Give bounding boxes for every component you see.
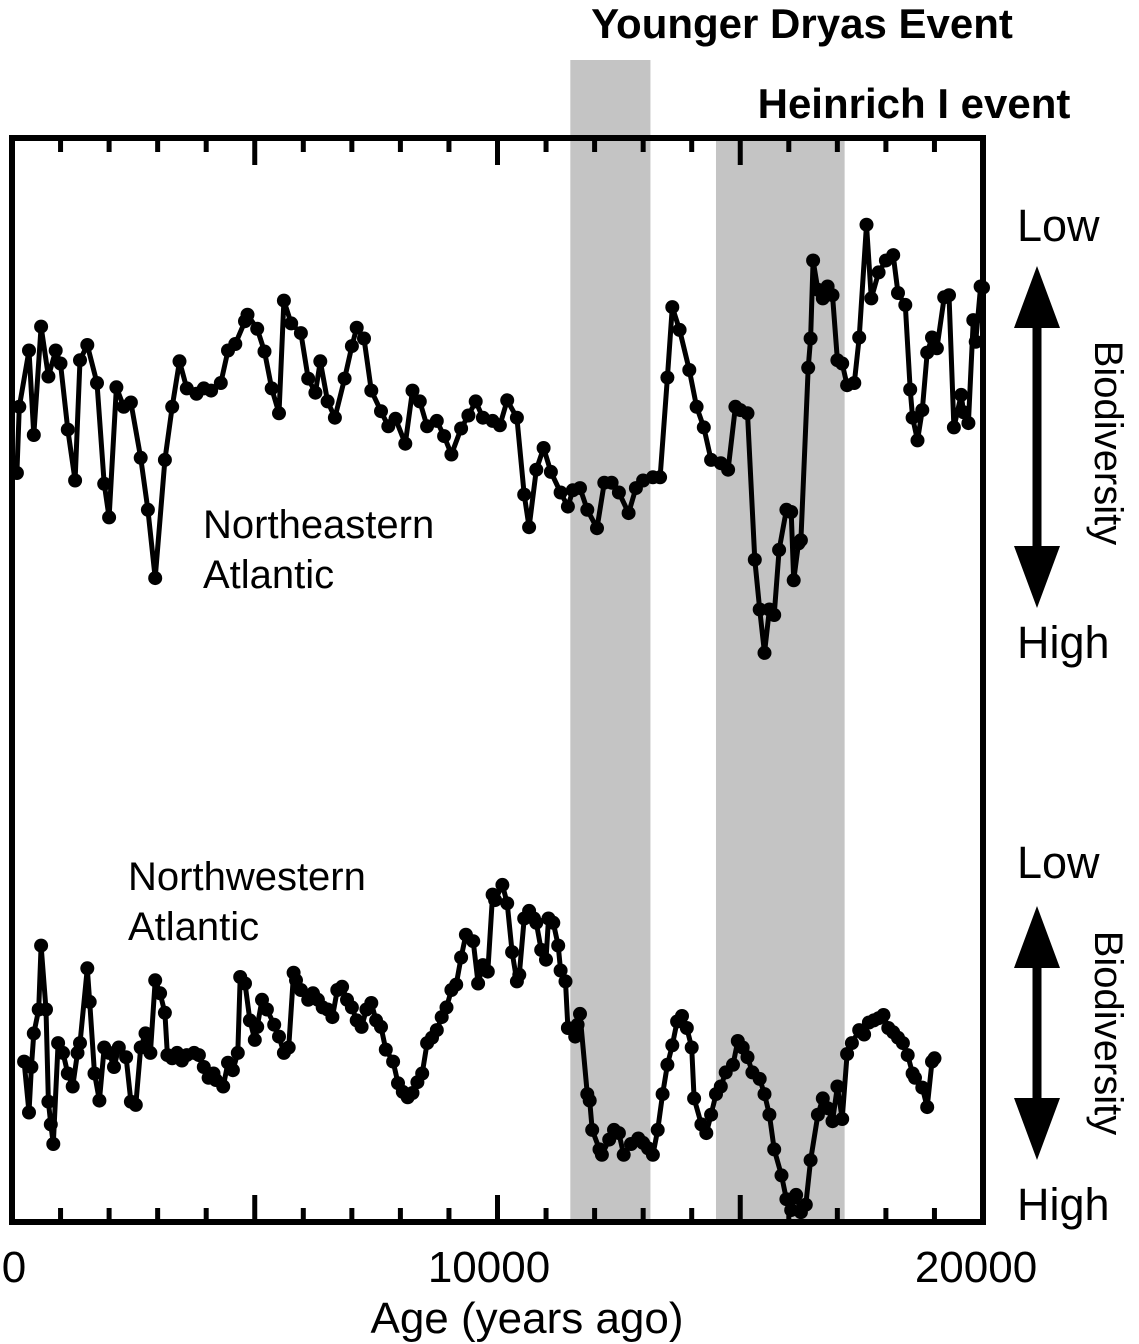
biodiversity-label-top: Biodiversity	[1086, 340, 1130, 546]
northeastern-label-line2: Atlantic	[203, 553, 335, 597]
low-label-top: Low	[1017, 200, 1100, 251]
high-label-top: High	[1017, 617, 1110, 668]
event-shading-bands	[570, 60, 845, 1222]
northeastern-label-line1: Northeastern	[203, 503, 435, 547]
series-northwestern-atlantic	[17, 877, 942, 1220]
x-axis-title: Age (years ago)	[370, 1294, 684, 1343]
biodiversity-arrow-top-icon	[1014, 266, 1060, 608]
x-tick-label-0: 0	[1, 1243, 27, 1292]
northwestern-atlantic-label: Northwestern Atlantic	[128, 852, 366, 952]
northwestern-label-line2: Atlantic	[128, 905, 260, 949]
high-label-bottom: High	[1017, 1179, 1110, 1230]
biodiversity-arrow-bottom-icon	[1014, 906, 1060, 1160]
heinrich-title: Heinrich I event	[757, 80, 1071, 127]
northeastern-atlantic-label: Northeastern Atlantic	[203, 500, 434, 600]
series-northeastern-atlantic	[9, 217, 990, 660]
younger-dryas-title: Younger Dryas Event	[591, 0, 1013, 47]
low-label-bottom: Low	[1017, 837, 1100, 888]
biodiversity-label-bottom: Biodiversity	[1086, 930, 1130, 1136]
x-tick-label-10000: 10000	[427, 1243, 551, 1292]
northwestern-label-line1: Northwestern	[128, 855, 366, 899]
x-tick-label-20000: 20000	[914, 1243, 1038, 1292]
